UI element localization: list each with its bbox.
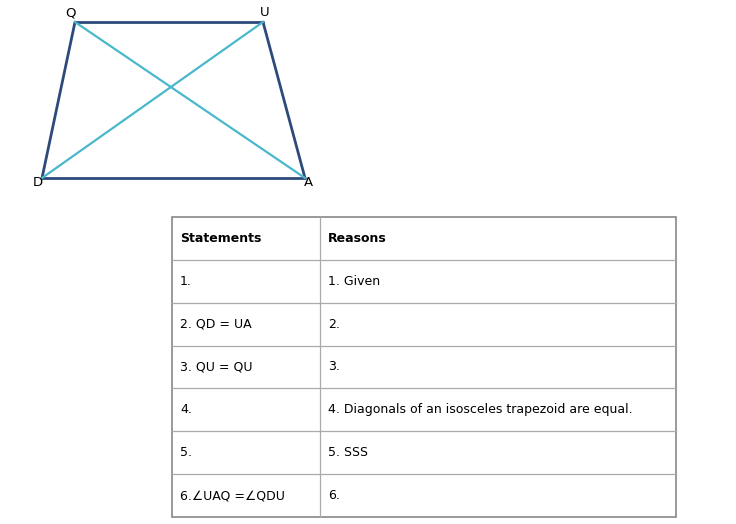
Text: U: U: [261, 6, 270, 19]
Text: A: A: [303, 177, 313, 190]
Text: D: D: [33, 177, 43, 190]
Text: 5.: 5.: [180, 446, 192, 459]
Text: 3.: 3.: [328, 361, 340, 374]
Text: 1.: 1.: [180, 275, 192, 288]
Text: Q: Q: [65, 6, 75, 19]
Bar: [172, 217, 676, 517]
Text: Statements: Statements: [180, 232, 261, 245]
Text: 2. QD = UA: 2. QD = UA: [180, 318, 252, 331]
Text: 2.: 2.: [328, 318, 340, 331]
Text: 4. Diagonals of an isosceles trapezoid are equal.: 4. Diagonals of an isosceles trapezoid a…: [328, 403, 633, 417]
Text: Reasons: Reasons: [328, 232, 386, 245]
Text: 1. Given: 1. Given: [328, 275, 380, 288]
Text: 6.∠UAQ =∠QDU: 6.∠UAQ =∠QDU: [180, 489, 285, 502]
Text: 6.: 6.: [328, 489, 340, 502]
Text: 5. SSS: 5. SSS: [328, 446, 368, 459]
Text: 3. QU = QU: 3. QU = QU: [180, 361, 252, 374]
Text: 4.: 4.: [180, 403, 192, 417]
